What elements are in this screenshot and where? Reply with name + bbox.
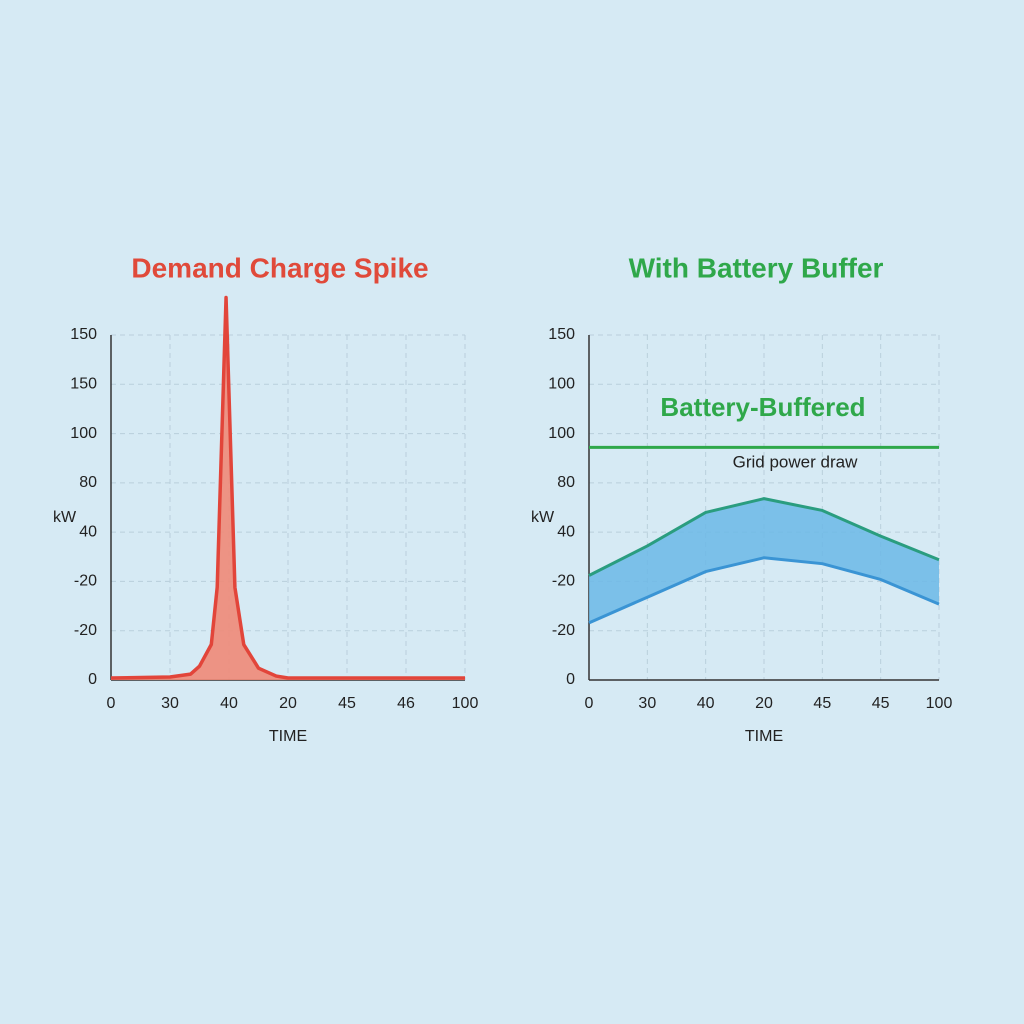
y-tick-label: -20 (552, 622, 575, 639)
x-tick-label: 45 (813, 695, 831, 712)
line (588, 497, 940, 577)
y-tick-label: 150 (70, 326, 97, 343)
x-axis-label: TIME (745, 728, 783, 745)
y-tick-label: 100 (548, 425, 575, 442)
y-tick-label: 80 (557, 474, 575, 491)
line (110, 295, 465, 680)
x-tick-label: 45 (338, 695, 356, 712)
x-tick-label: 40 (697, 695, 715, 712)
x-tick-label: 20 (279, 695, 297, 712)
y-tick-label: -20 (74, 573, 97, 590)
y-tick-label: 100 (548, 376, 575, 393)
y-tick-label: -20 (552, 573, 575, 590)
y-tick-label: 40 (79, 523, 97, 540)
annotation: Battery-Buffered (660, 392, 865, 422)
x-tick-label: 0 (585, 695, 594, 712)
y-tick-label: -20 (74, 622, 97, 639)
y-tick-label: 150 (548, 326, 575, 343)
chart-title: Demand Charge Spike (131, 252, 428, 283)
x-tick-label: 100 (452, 695, 479, 712)
line-label: Grid power draw (733, 452, 858, 471)
y-tick-label: 150 (70, 376, 97, 393)
y-tick-label: 40 (557, 523, 575, 540)
y-axis-label: kW (531, 509, 555, 526)
x-tick-label: 30 (638, 695, 656, 712)
y-tick-label: 80 (79, 474, 97, 491)
x-tick-label: 46 (397, 695, 415, 712)
x-tick-label: 20 (755, 695, 773, 712)
x-tick-label: 45 (872, 695, 890, 712)
y-axis-label: kW (53, 509, 77, 526)
y-tick-label: 0 (88, 671, 97, 688)
x-tick-label: 30 (161, 695, 179, 712)
x-tick-label: 0 (107, 695, 116, 712)
x-tick-label: 40 (220, 695, 238, 712)
x-tick-label: 100 (926, 695, 953, 712)
chart-title: With Battery Buffer (629, 252, 884, 283)
y-tick-label: 100 (70, 425, 97, 442)
line (588, 556, 940, 625)
x-axis-label: TIME (269, 728, 307, 745)
y-tick-label: 0 (566, 671, 575, 688)
